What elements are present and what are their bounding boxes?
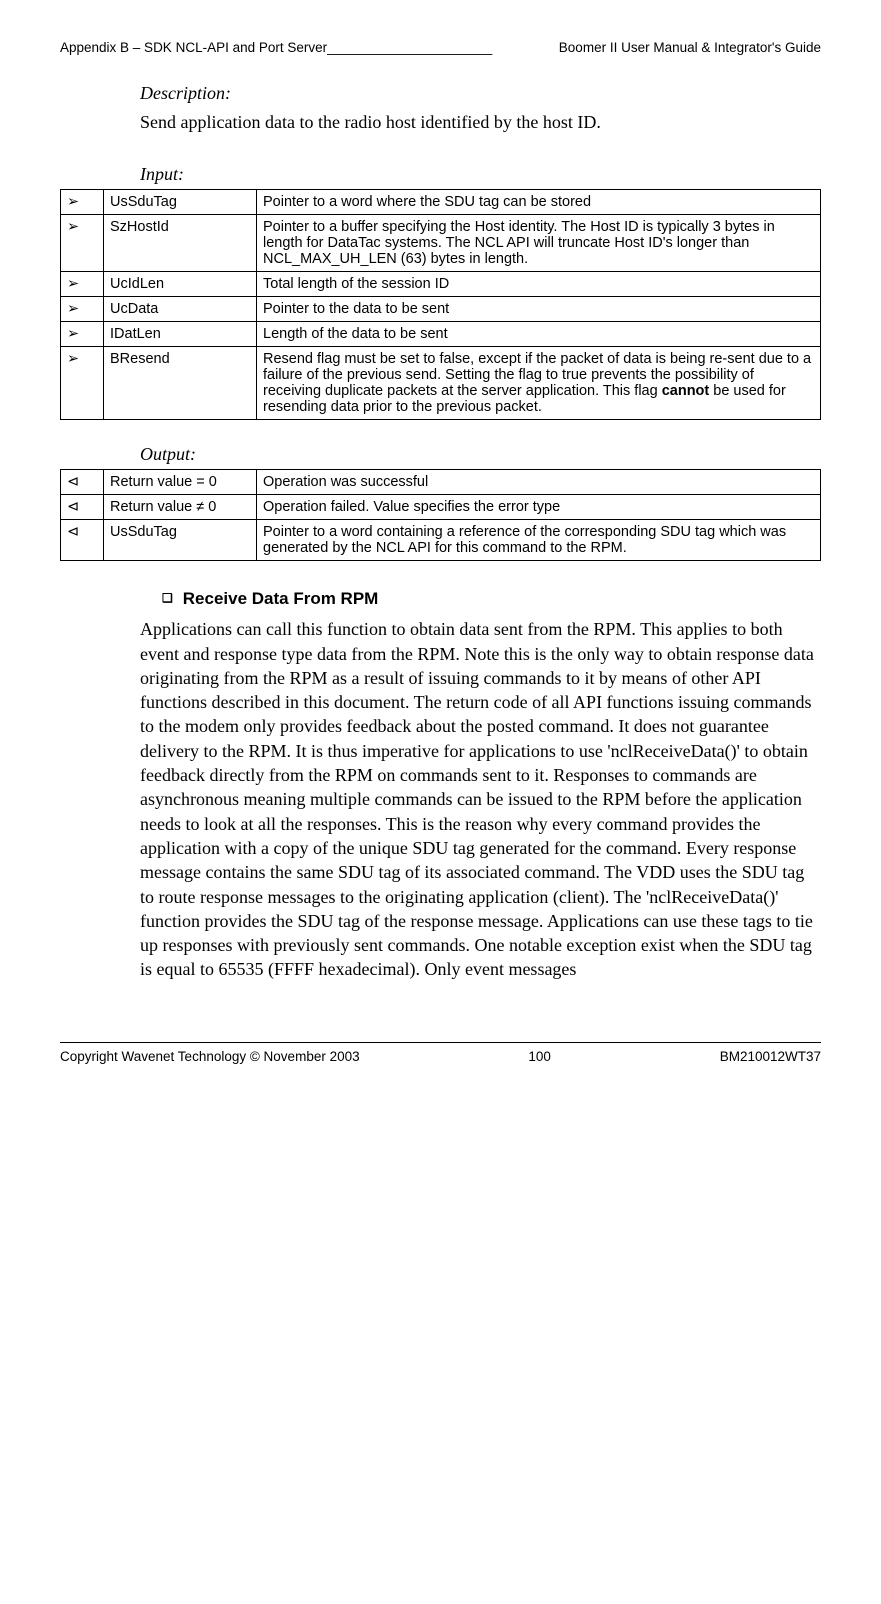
param-name: SzHostId	[104, 215, 257, 272]
param-desc: Resend flag must be set to false, except…	[257, 347, 821, 420]
param-desc: Operation was successful	[257, 470, 821, 495]
page-header: Appendix B – SDK NCL-API and Port Server…	[60, 40, 821, 55]
param-name: Return value = 0	[104, 470, 257, 495]
receive-data-heading: ❑ Receive Data From RPM	[140, 589, 821, 609]
output-label: Output:	[140, 444, 196, 464]
param-desc: Operation failed. Value specifies the er…	[257, 495, 821, 520]
table-row: ➢ UsSduTag Pointer to a word where the S…	[61, 190, 821, 215]
param-name: UcData	[104, 297, 257, 322]
subheading-text: Receive Data From RPM	[183, 589, 379, 608]
description-text: Send application data to the radio host …	[140, 110, 821, 134]
page-footer: Copyright Wavenet Technology © November …	[60, 1042, 821, 1064]
input-table-wrap: ➢ UsSduTag Pointer to a word where the S…	[60, 189, 821, 420]
receive-data-paragraph: Applications can call this function to o…	[140, 617, 821, 981]
table-row: ➢ BResend Resend flag must be set to fal…	[61, 347, 821, 420]
param-name: BResend	[104, 347, 257, 420]
output-table: ⊲ Return value = 0 Operation was success…	[60, 469, 821, 561]
param-desc: Pointer to a word containing a reference…	[257, 520, 821, 561]
param-name: Return value ≠ 0	[104, 495, 257, 520]
row-arrow-icon: ⊲	[61, 520, 104, 561]
param-desc: Length of the data to be sent	[257, 322, 821, 347]
header-right: Boomer II User Manual & Integrator's Gui…	[559, 40, 821, 55]
table-row: ➢ SzHostId Pointer to a buffer specifyin…	[61, 215, 821, 272]
row-arrow-icon: ⊲	[61, 470, 104, 495]
row-arrow-icon: ➢	[61, 272, 104, 297]
param-name: UsSduTag	[104, 190, 257, 215]
footer-page-number: 100	[528, 1049, 551, 1064]
row-arrow-icon: ➢	[61, 190, 104, 215]
row-arrow-icon: ⊲	[61, 495, 104, 520]
table-row: ➢ UcIdLen Total length of the session ID	[61, 272, 821, 297]
footer-right: BM210012WT37	[720, 1049, 821, 1064]
table-row: ⊲ Return value ≠ 0 Operation failed. Val…	[61, 495, 821, 520]
description-label: Description:	[140, 83, 821, 104]
output-table-wrap: ⊲ Return value = 0 Operation was success…	[60, 469, 821, 561]
param-desc: Pointer to a word where the SDU tag can …	[257, 190, 821, 215]
square-bullet-icon: ❑	[162, 591, 173, 605]
row-arrow-icon: ➢	[61, 322, 104, 347]
table-row: ⊲ UsSduTag Pointer to a word containing …	[61, 520, 821, 561]
footer-left: Copyright Wavenet Technology © November …	[60, 1049, 360, 1064]
subheading-block: ❑ Receive Data From RPM Applications can …	[140, 589, 821, 981]
page-root: Appendix B – SDK NCL-API and Port Server…	[0, 0, 881, 1094]
param-name: UsSduTag	[104, 520, 257, 561]
table-row: ➢ IDatLen Length of the data to be sent	[61, 322, 821, 347]
output-label-wrap: Output:	[140, 444, 821, 465]
table-row: ⊲ Return value = 0 Operation was success…	[61, 470, 821, 495]
bresend-bold: cannot	[662, 383, 710, 399]
row-arrow-icon: ➢	[61, 215, 104, 272]
param-desc: Pointer to the data to be sent	[257, 297, 821, 322]
input-label-wrap: Input:	[140, 164, 821, 185]
table-row: ➢ UcData Pointer to the data to be sent	[61, 297, 821, 322]
row-arrow-icon: ➢	[61, 347, 104, 420]
row-arrow-icon: ➢	[61, 297, 104, 322]
param-desc: Total length of the session ID	[257, 272, 821, 297]
input-table: ➢ UsSduTag Pointer to a word where the S…	[60, 189, 821, 420]
header-left: Appendix B – SDK NCL-API and Port Server…	[60, 40, 492, 55]
input-label: Input:	[140, 164, 184, 184]
description-block: Description: Send application data to th…	[140, 83, 821, 134]
param-name: UcIdLen	[104, 272, 257, 297]
param-name: IDatLen	[104, 322, 257, 347]
param-desc: Pointer to a buffer specifying the Host …	[257, 215, 821, 272]
